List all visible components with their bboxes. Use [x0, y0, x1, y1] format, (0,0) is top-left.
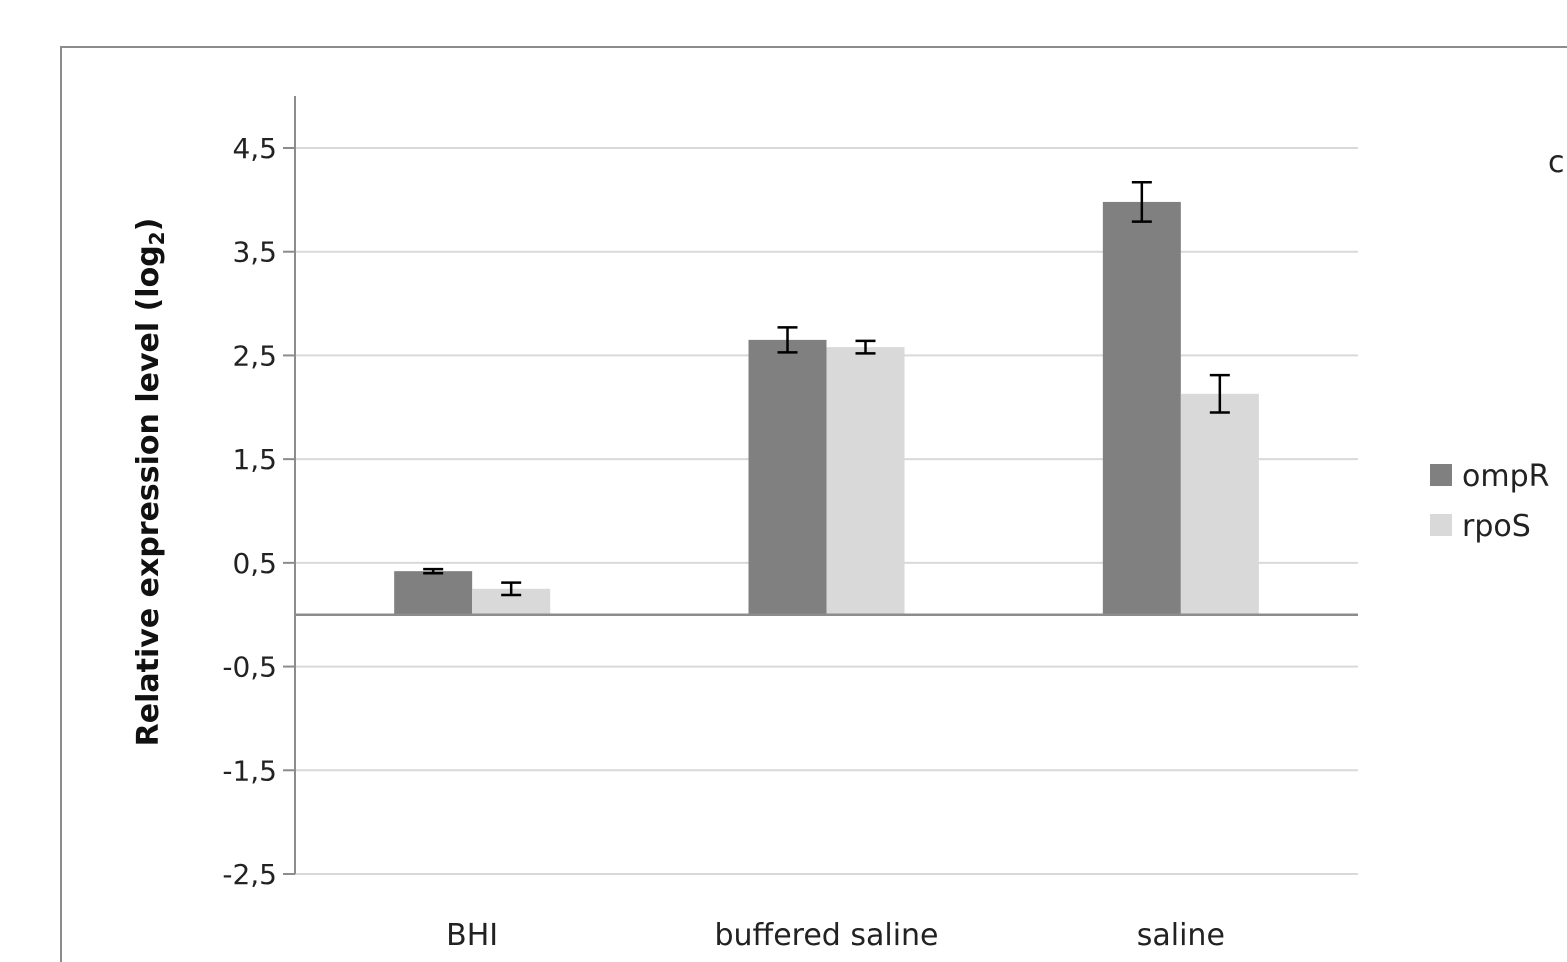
x-tick-labels: BHI buffered saline saline	[446, 918, 1225, 953]
legend: ompR rpoS	[1430, 459, 1549, 544]
bars	[394, 201, 1259, 615]
x-tick-label: saline	[1137, 918, 1225, 953]
y-axis-title-subscript: 2	[145, 231, 169, 245]
axes	[283, 96, 1358, 875]
y-tick-label: 0,5	[232, 547, 277, 580]
y-tick-label: 2,5	[232, 339, 277, 372]
bar-ompR-0	[394, 571, 473, 615]
legend-swatch-rpoS	[1430, 514, 1452, 536]
y-tick-label: -0,5	[222, 651, 277, 684]
y-axis-title-main: Relative expression level (log	[131, 245, 166, 746]
legend-label-ompR: ompR	[1462, 459, 1549, 494]
legend-label-rpoS: rpoS	[1462, 509, 1531, 544]
bar-rpoS-2	[1180, 393, 1259, 615]
y-axis-title-suffix: )	[131, 218, 166, 232]
y-tick-label: 4,5	[232, 132, 277, 165]
bar-rpoS-1	[826, 347, 905, 615]
y-tick-label: 3,5	[232, 236, 277, 269]
y-axis-title: Relative expression level (log2)	[131, 218, 169, 747]
x-tick-label: BHI	[446, 918, 498, 953]
bar-ompR-1	[748, 339, 827, 615]
legend-swatch-ompR	[1430, 464, 1452, 486]
bar-ompR-2	[1102, 201, 1181, 615]
y-tick-label: 1,5	[232, 443, 277, 476]
x-tick-label: buffered saline	[714, 918, 938, 953]
y-tick-label: -1,5	[222, 754, 277, 787]
y-tick-label: -2,5	[222, 858, 277, 891]
error-bars	[423, 180, 1230, 597]
y-tick-labels: 4,5 3,5 2,5 1,5 0,5 -0,5 -1,5 -2,5	[222, 132, 277, 891]
corner-label: c	[1548, 145, 1565, 180]
